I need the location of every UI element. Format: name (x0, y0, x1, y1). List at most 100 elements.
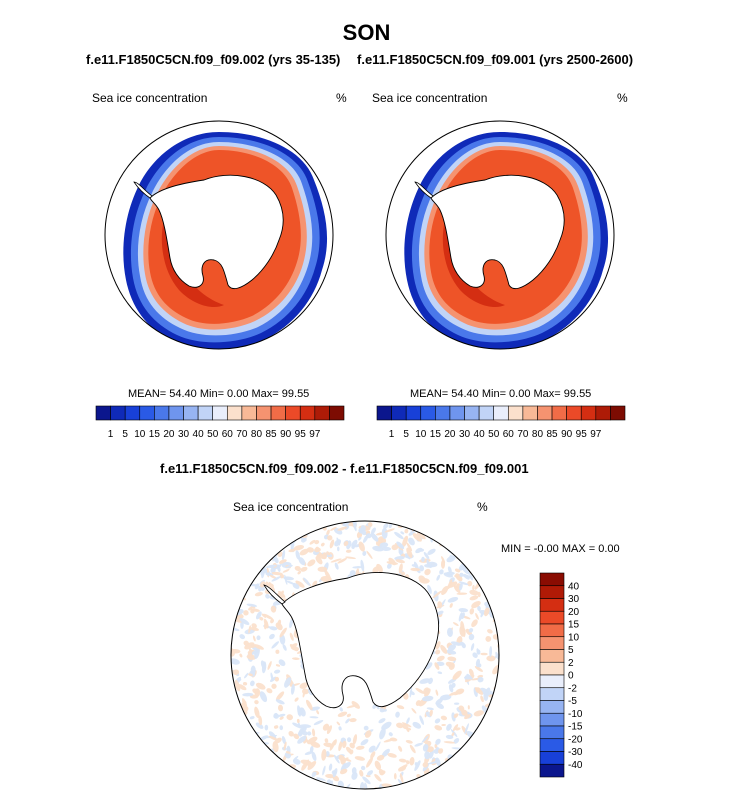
ice-max-band (161, 220, 224, 308)
colorbar-tick-label: -30 (568, 747, 583, 758)
colorbar-swatch (154, 405, 170, 421)
right-colorbar: 1 5 10 15 20 30 40 50 60 70 80 85 90 95 97 (376, 405, 626, 440)
colorbar-tick-label: 10 (415, 429, 427, 440)
right-panel-title: f.e11.F1850C5CN.f09_f09.001 (yrs 2500-26… (357, 52, 634, 67)
antarctic-peninsula (414, 181, 434, 199)
colorbar-tick-label: 20 (163, 429, 175, 440)
colorbar-tick-label: 85 (546, 429, 558, 440)
colorbar-tick-label: 97 (309, 429, 321, 440)
right-units-label: % (617, 91, 628, 105)
colorbar-tick-label: 40 (568, 581, 580, 592)
colorbar-swatch (539, 725, 565, 740)
colorbar-swatch (539, 623, 565, 638)
colorbar-tick-label: 20 (568, 607, 580, 618)
colorbar-tick-label: 1 (389, 429, 395, 440)
colorbar-swatch (124, 405, 141, 421)
left-variable-label: Sea ice concentration (92, 91, 208, 105)
colorbar-tick-label: 5 (568, 645, 574, 656)
colorbar-tick-label: 10 (568, 632, 580, 643)
colorbar-swatch (610, 405, 626, 421)
colorbar-tick-label: 80 (251, 429, 263, 440)
colorbar-swatch (539, 661, 565, 676)
colorbar-tick-label: -40 (568, 760, 583, 771)
colorbar-swatch (256, 405, 272, 421)
colorbar-tick-label: -15 (568, 722, 583, 733)
colorbar-tick-label: 60 (222, 429, 234, 440)
colorbar-tick-label: 30 (459, 429, 471, 440)
left-panel-title: f.e11.F1850C5CN.f09_f09.002 (yrs 35-135) (86, 52, 341, 67)
colorbar-swatch (539, 763, 565, 778)
colorbar-swatch (168, 405, 184, 421)
difference-map (230, 520, 500, 790)
colorbar-tick-label: 20 (444, 429, 456, 440)
colorbar-tick-label: 85 (265, 429, 277, 440)
colorbar-swatch (493, 405, 509, 421)
colorbar-swatch (522, 405, 538, 421)
diff-variable-label: Sea ice concentration (233, 500, 349, 514)
colorbar-swatch (391, 405, 407, 421)
left-stats: MEAN= 54.40 Min= 0.00 Max= 99.55 (128, 388, 310, 400)
colorbar-swatch (539, 572, 565, 587)
colorbar-swatch (595, 405, 611, 421)
colorbar-swatch (299, 405, 316, 421)
colorbar-tick-label: 2 (568, 658, 574, 669)
colorbar-swatch (110, 405, 126, 421)
colorbar-tick-label: 70 (517, 429, 529, 440)
colorbar-swatch (95, 405, 111, 421)
colorbar-tick-label: 70 (236, 429, 248, 440)
right-sea-ice-map (385, 120, 615, 350)
colorbar-tick-label: 5 (403, 429, 409, 440)
colorbar-swatch (329, 405, 345, 421)
colorbar-tick-label: 95 (576, 429, 588, 440)
colorbar-swatch (183, 405, 199, 421)
colorbar-swatch (435, 405, 451, 421)
colorbar-swatch (478, 405, 495, 421)
colorbar-swatch (539, 700, 565, 714)
colorbar-tick-label: 30 (568, 594, 580, 605)
colorbar-swatch (226, 405, 243, 421)
colorbar-tick-label: -20 (568, 734, 583, 745)
colorbar-tick-label: 0 (568, 671, 574, 682)
colorbar-swatch (212, 405, 228, 421)
colorbar-swatch (580, 405, 597, 421)
colorbar-swatch (405, 405, 422, 421)
colorbar-swatch (539, 585, 565, 599)
colorbar-tick-label: 97 (590, 429, 602, 440)
colorbar-tick-label: 80 (532, 429, 544, 440)
right-stats: MEAN= 54.40 Min= 0.00 Max= 99.55 (410, 388, 592, 400)
colorbar-tick-label: 15 (149, 429, 161, 440)
colorbar-swatch (464, 405, 480, 421)
colorbar-tick-label: -10 (568, 709, 583, 720)
colorbar-swatch (539, 636, 565, 650)
colorbar-tick-label: 15 (430, 429, 442, 440)
colorbar-tick-label: -5 (568, 696, 577, 707)
colorbar-tick-label: 1 (108, 429, 114, 440)
diff-stats: MIN = -0.00 MAX = 0.00 (501, 543, 620, 555)
antarctica-land (149, 174, 284, 290)
colorbar-tick-label: 90 (561, 429, 573, 440)
antarctica-land (430, 174, 565, 290)
colorbar-swatch (539, 610, 565, 625)
diff-panel-title: f.e11.F1850C5CN.f09_f09.002 - f.e11.F185… (160, 461, 529, 476)
colorbar-swatch (507, 405, 524, 421)
colorbar-tick-label: -2 (568, 683, 577, 694)
colorbar-swatch (539, 687, 565, 701)
colorbar-swatch (551, 405, 567, 421)
left-colorbar: 1 5 10 15 20 30 40 50 60 70 80 85 90 95 97 (95, 405, 345, 440)
colorbar-tick-label: 40 (474, 429, 486, 440)
colorbar-swatch (139, 405, 155, 421)
colorbar-tick-label: 15 (568, 620, 580, 631)
left-sea-ice-map (104, 120, 334, 350)
ice-max-band (442, 220, 505, 308)
colorbar-tick-label: 10 (134, 429, 146, 440)
colorbar-swatch (539, 674, 565, 689)
colorbar-swatch (420, 405, 436, 421)
colorbar-tick-label: 40 (193, 429, 205, 440)
antarctica-land (281, 571, 440, 709)
colorbar-swatch (314, 405, 330, 421)
colorbar-swatch (539, 738, 565, 752)
colorbar-tick-label: 5 (122, 429, 128, 440)
colorbar-tick-label: 30 (178, 429, 190, 440)
colorbar-tick-label: 60 (503, 429, 515, 440)
